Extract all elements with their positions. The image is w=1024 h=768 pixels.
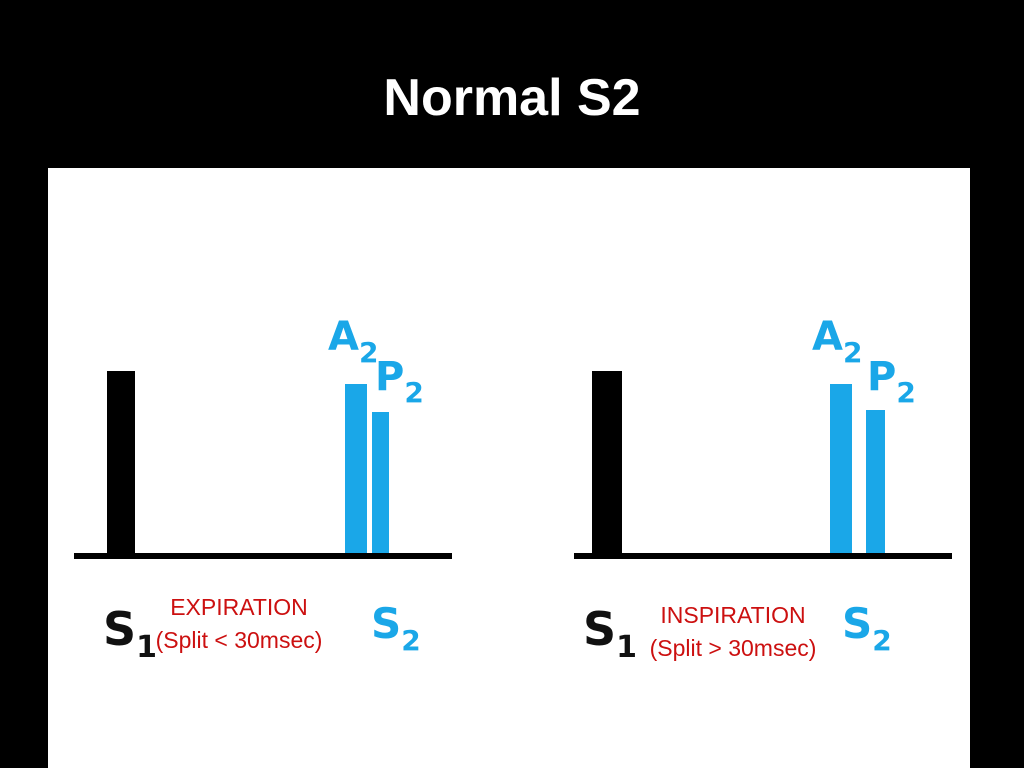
expiration-diagram: S1 S2 A2 P2 (74, 314, 452, 665)
expiration-caption: EXPIRATION (Split < 30msec) (134, 591, 344, 657)
expiration-caption-title: EXPIRATION (170, 594, 308, 620)
inspiration-caption-split: (Split > 30msec) (649, 635, 817, 661)
expiration-s1-label: S1 (103, 602, 157, 665)
inspiration-a2-bar (830, 384, 852, 553)
expiration-p2-bar (372, 412, 389, 553)
slide-title: Normal S2 (383, 69, 641, 127)
inspiration-p2-label: P2 (867, 354, 916, 409)
inspiration-baseline (574, 553, 952, 559)
expiration-baseline (74, 553, 452, 559)
expiration-p2-label: P2 (375, 354, 424, 409)
inspiration-p2-bar (866, 410, 885, 553)
inspiration-s2-label: S2 (842, 599, 892, 657)
inspiration-caption: INSPIRATION (Split > 30msec) (620, 599, 846, 665)
expiration-caption-split: (Split < 30msec) (155, 627, 323, 653)
expiration-s2-label: S2 (371, 599, 421, 657)
inspiration-s1-label: S1 (583, 602, 637, 665)
expiration-s1-bar (107, 371, 135, 553)
heart-sounds-diagram: S1 S2 A2 P2 S1 S2 A2 (74, 314, 952, 665)
expiration-a2-bar (345, 384, 367, 553)
inspiration-caption-title: INSPIRATION (660, 602, 806, 628)
inspiration-s1-bar (592, 371, 622, 553)
expiration-a2-label: A2 (328, 314, 378, 369)
inspiration-diagram: S1 S2 A2 P2 (574, 314, 952, 665)
inspiration-a2-label: A2 (812, 314, 862, 369)
diagram-panel: S1 S2 A2 P2 S1 S2 A2 (48, 168, 970, 768)
